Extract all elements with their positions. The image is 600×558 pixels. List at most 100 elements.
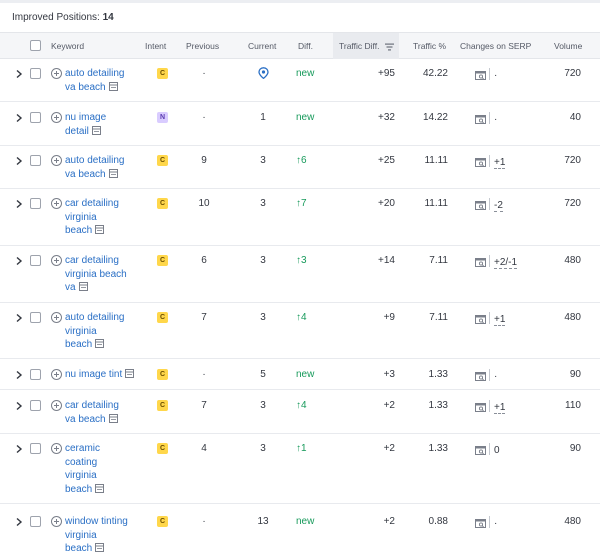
serp-snapshot-icon[interactable] (475, 115, 486, 124)
expand-chevron-icon[interactable] (14, 313, 24, 323)
col-current[interactable]: Current (248, 41, 277, 51)
row-checkbox[interactable] (30, 516, 41, 527)
keyword-line: auto detailing (65, 154, 125, 168)
serp-change-value[interactable]: · (494, 371, 498, 382)
row-checkbox[interactable] (30, 198, 41, 209)
row-checkbox[interactable] (30, 400, 41, 411)
col-traffic-pct[interactable]: Traffic % (413, 41, 447, 51)
keyword-link[interactable]: nu image tint (65, 368, 135, 382)
keyword-link[interactable]: auto detailing va beach (65, 67, 125, 94)
keyword-link[interactable]: car detailing virginia beach va (65, 254, 127, 295)
serp-snapshot-icon[interactable] (475, 519, 486, 528)
add-to-list-icon[interactable] (51, 312, 62, 323)
traffic-diff: +95 (378, 68, 395, 79)
keyword-link[interactable]: car detailing virginia beach (65, 197, 119, 238)
add-to-list-icon[interactable] (51, 400, 62, 411)
add-to-list-icon[interactable] (51, 198, 62, 209)
row-checkbox[interactable] (30, 255, 41, 266)
expand-chevron-icon[interactable] (14, 401, 24, 411)
keyword-line: virginia (65, 469, 104, 483)
serp-snapshot-icon[interactable] (475, 71, 486, 80)
search-volume: 720 (564, 68, 581, 79)
keyword-link[interactable]: auto detailing virginia beach (65, 311, 125, 352)
row-checkbox[interactable] (30, 155, 41, 166)
search-volume: 480 (564, 255, 581, 266)
keyword-text: beach (65, 483, 93, 495)
col-diff[interactable]: Diff. (298, 41, 313, 51)
expand-chevron-icon[interactable] (14, 199, 24, 209)
add-to-list-icon[interactable] (51, 443, 62, 454)
serp-snapshot-icon[interactable] (475, 201, 486, 210)
serp-snapshot-icon[interactable] (475, 258, 486, 267)
col-intent[interactable]: Intent (145, 41, 167, 51)
serp-snapshot-icon[interactable] (475, 315, 486, 324)
serp-change-value[interactable]: · (494, 70, 498, 81)
traffic-diff: +14 (378, 255, 395, 266)
serp-features-icon[interactable] (91, 125, 101, 135)
col-previous[interactable]: Previous (186, 41, 220, 51)
row-checkbox[interactable] (30, 68, 41, 79)
expand-chevron-icon[interactable] (14, 517, 24, 527)
keyword-link[interactable]: ceramic coating virginia beach (65, 442, 105, 496)
keyword-text: coating (65, 456, 98, 468)
serp-change-value[interactable]: · (494, 518, 498, 529)
traffic-diff: +2 (383, 400, 395, 411)
serp-change-value[interactable]: +1 (494, 157, 506, 169)
keyword-text: auto detailing (65, 68, 125, 79)
keyword-link[interactable]: nu image detail (65, 111, 106, 138)
serp-snapshot-icon[interactable] (475, 446, 486, 455)
col-volume[interactable]: Volume (554, 41, 583, 51)
add-to-list-icon[interactable] (51, 112, 62, 123)
add-to-list-icon[interactable] (51, 516, 62, 527)
expand-chevron-icon[interactable] (14, 113, 24, 123)
row-checkbox[interactable] (30, 443, 41, 454)
add-to-list-icon[interactable] (51, 68, 62, 79)
previous-position: 10 (198, 198, 210, 209)
intent-badge: C (157, 400, 168, 411)
serp-change-value[interactable]: +2/-1 (494, 257, 518, 269)
add-to-list-icon[interactable] (51, 155, 62, 166)
serp-change-value[interactable]: -2 (494, 200, 503, 212)
expand-chevron-icon[interactable] (14, 444, 24, 454)
keyword-link[interactable]: window tinting virginia beach (65, 515, 128, 556)
serp-snapshot-icon[interactable] (475, 372, 486, 381)
col-keyword[interactable]: Keyword (51, 41, 85, 51)
serp-snapshot-icon[interactable] (475, 158, 486, 167)
select-all-checkbox[interactable] (30, 40, 41, 51)
serp-features-icon[interactable] (78, 282, 88, 291)
expand-chevron-icon[interactable] (14, 256, 24, 266)
expand-chevron-icon[interactable] (14, 156, 24, 166)
row-checkbox[interactable] (30, 312, 41, 323)
row-checkbox[interactable] (30, 369, 41, 380)
serp-features-icon[interactable] (108, 413, 118, 423)
traffic-diff: +25 (378, 155, 395, 166)
serp-features-icon[interactable] (95, 483, 105, 493)
serp-change-value[interactable]: +1 (494, 402, 506, 414)
current-position: 3 (260, 312, 266, 323)
col-changes-on-serp[interactable]: Changes on SERP (460, 41, 532, 51)
keyword-text: virginia (65, 325, 97, 337)
row-checkbox[interactable] (30, 112, 41, 123)
add-to-list-icon[interactable] (51, 255, 62, 266)
current-position: 3 (260, 198, 266, 209)
serp-features-icon[interactable] (125, 369, 135, 378)
serp-snapshot-icon[interactable] (475, 403, 486, 412)
serp-change-value[interactable]: · (494, 114, 498, 125)
expand-chevron-icon[interactable] (14, 69, 24, 79)
table-row: ceramic coating virginia beach C 4 3 ↑1 +2 1.33 0 9… (0, 434, 600, 504)
expand-chevron-icon[interactable] (14, 370, 24, 380)
col-traffic-diff[interactable]: Traffic Diff. (333, 33, 399, 59)
traffic-percent: 11.11 (424, 198, 448, 209)
add-to-list-icon[interactable] (51, 369, 62, 380)
keyword-link[interactable]: car detailing va beach (65, 399, 119, 426)
serp-change-value[interactable]: +1 (494, 314, 506, 326)
serp-features-icon[interactable] (95, 225, 105, 234)
serp-features-icon[interactable] (95, 543, 105, 552)
serp-change-value[interactable]: 0 (494, 445, 500, 456)
keyword-text: beach (65, 225, 93, 236)
serp-features-icon[interactable] (108, 168, 118, 178)
serp-features-icon[interactable] (95, 339, 105, 348)
keyword-link[interactable]: auto detailing va beach (65, 154, 125, 181)
traffic-percent: 1.33 (428, 400, 448, 411)
serp-features-icon[interactable] (108, 81, 118, 91)
